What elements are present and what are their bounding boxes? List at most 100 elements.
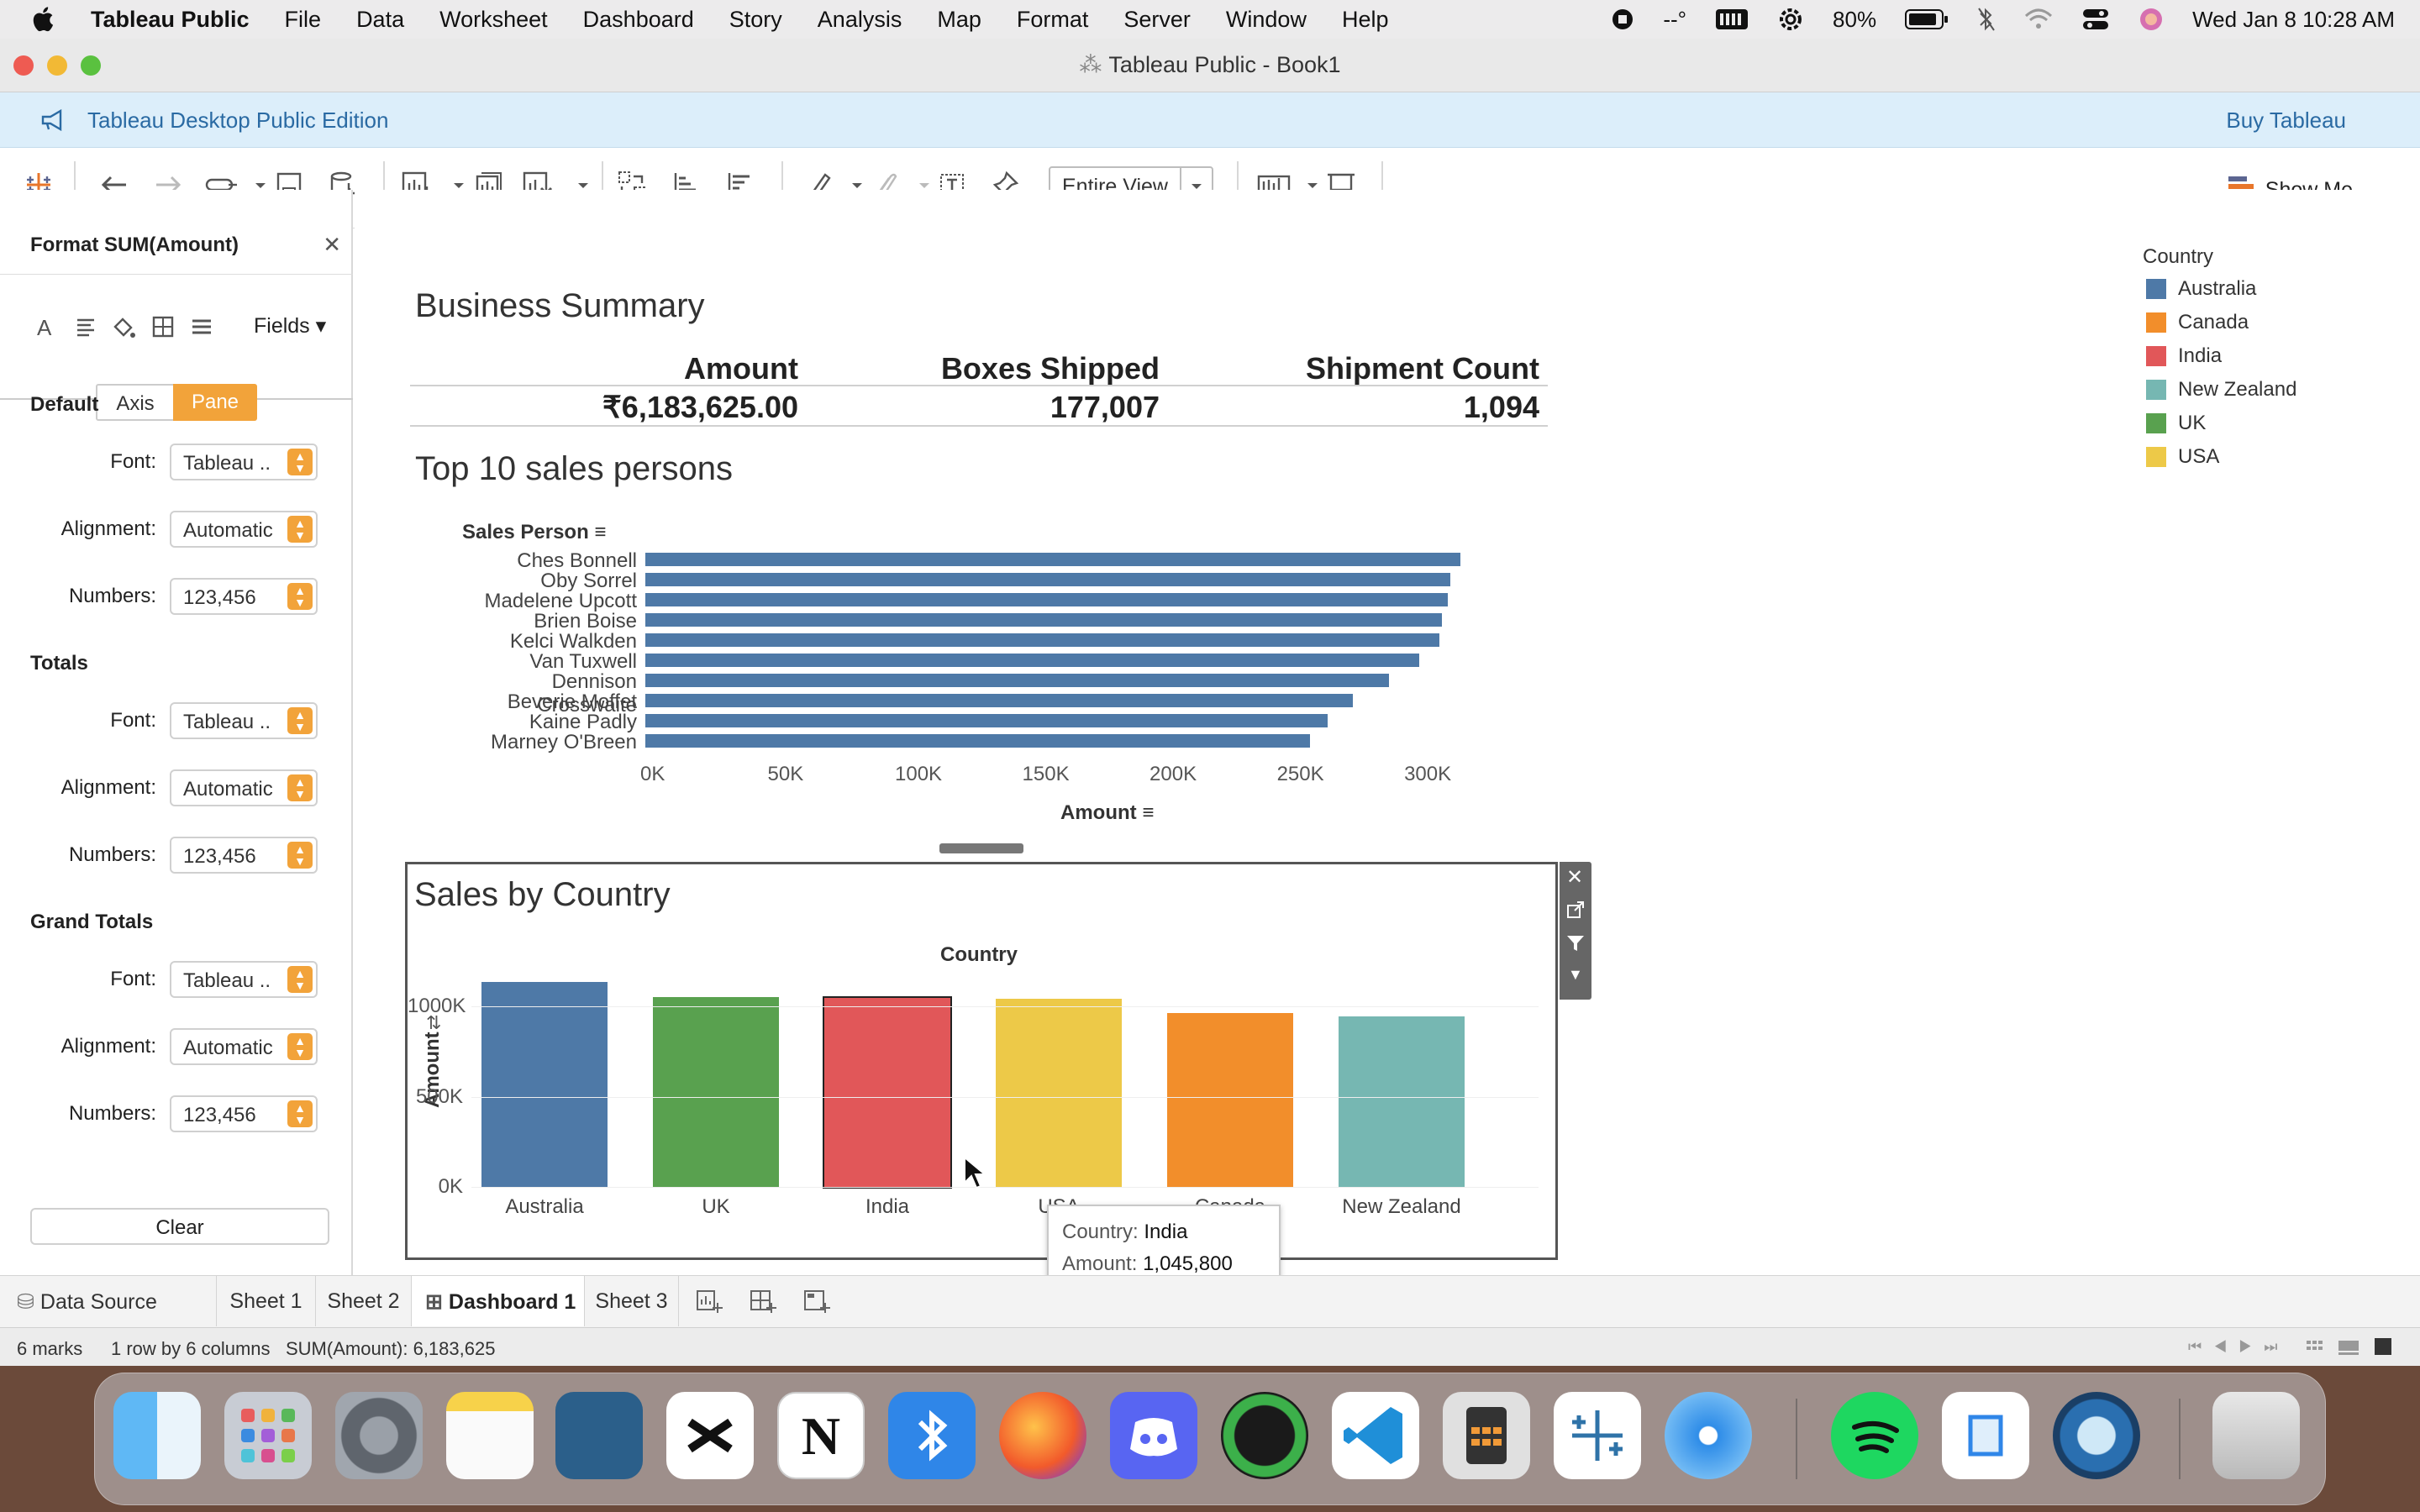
- sales-bar[interactable]: [645, 593, 1448, 606]
- buy-tableau-link[interactable]: Buy Tableau: [2226, 108, 2346, 133]
- vscode-icon[interactable]: [1332, 1392, 1419, 1479]
- default-numbers-select[interactable]: 123,456 ▲ ▼: [170, 578, 318, 615]
- bluetooth-app-icon[interactable]: [888, 1392, 976, 1479]
- filter-icon[interactable]: [1566, 934, 1585, 957]
- menu-file[interactable]: File: [284, 6, 322, 32]
- new-dashboard-tab-icon[interactable]: [750, 1288, 776, 1319]
- mysql-workbench-icon[interactable]: [555, 1392, 643, 1479]
- new-story-tab-icon[interactable]: [803, 1288, 830, 1319]
- keyboard-icon[interactable]: [1715, 8, 1749, 31]
- tabs-view-icon[interactable]: [2373, 1336, 2393, 1362]
- format-font-icon[interactable]: A: [37, 315, 52, 340]
- highlight-dropdown-icon[interactable]: [840, 168, 862, 208]
- bluetooth-off-icon[interactable]: [1977, 7, 1996, 32]
- sales-bar[interactable]: [645, 553, 1460, 566]
- tab-dashboard-1[interactable]: ⊞ Dashboard 1: [412, 1276, 585, 1326]
- tab-pane[interactable]: Pane: [173, 384, 257, 421]
- format-lines-icon[interactable]: [190, 315, 217, 342]
- menu-analysis[interactable]: Analysis: [817, 6, 902, 32]
- grand-totals-font-select[interactable]: Tableau .. ▲ ▼: [170, 961, 318, 998]
- tableau-logo-icon[interactable]: [22, 168, 62, 208]
- legend-item-australia[interactable]: Australia: [2146, 277, 2256, 301]
- calculator-icon[interactable]: [1443, 1392, 1530, 1479]
- tableau-public-icon[interactable]: [1554, 1392, 1641, 1479]
- clear-sheet-dropdown-icon[interactable]: [566, 168, 588, 208]
- sales-person-header[interactable]: Sales Person ≡: [462, 521, 606, 544]
- tab-sheet-3[interactable]: Sheet 3: [585, 1276, 679, 1326]
- sales-bar[interactable]: [645, 573, 1450, 586]
- legend-item-india[interactable]: India: [2146, 344, 2222, 368]
- new-worksheet-tab-icon[interactable]: [696, 1288, 723, 1319]
- siri-icon[interactable]: [2139, 7, 2164, 32]
- x-axis-title[interactable]: Amount ≡: [1060, 801, 1155, 824]
- menu-story[interactable]: Story: [729, 6, 782, 32]
- grand-totals-alignment-select[interactable]: Automatic ▲ ▼: [170, 1028, 318, 1065]
- loop-app-icon[interactable]: [1221, 1392, 1308, 1479]
- capcut-icon[interactable]: [666, 1392, 754, 1479]
- sales-bar[interactable]: [645, 654, 1420, 667]
- safari-icon[interactable]: [1665, 1392, 1752, 1479]
- close-icon[interactable]: ✕: [323, 232, 341, 257]
- drag-handle[interactable]: [939, 843, 1023, 853]
- totals-numbers-select[interactable]: 123,456 ▲ ▼: [170, 837, 318, 874]
- menu-app-name[interactable]: Tableau Public: [91, 6, 250, 32]
- zoom-window-button[interactable]: [81, 55, 101, 76]
- legend-item-uk[interactable]: UK: [2146, 412, 2206, 435]
- legend-item-usa[interactable]: USA: [2146, 445, 2219, 469]
- weather-temp[interactable]: --°: [1663, 6, 1687, 32]
- menu-map[interactable]: Map: [937, 6, 981, 32]
- fields-dropdown[interactable]: Fields ▾: [254, 313, 326, 339]
- sort-icon[interactable]: ≡: [594, 521, 607, 543]
- filmstrip-icon[interactable]: [2338, 1338, 2360, 1362]
- more-options-chevron-down-icon[interactable]: ▼: [1568, 966, 1583, 983]
- clear-button[interactable]: Clear: [30, 1208, 329, 1245]
- country-bar[interactable]: [653, 997, 779, 1187]
- sales-bar[interactable]: [645, 734, 1310, 748]
- country-bar[interactable]: [1339, 1016, 1465, 1187]
- menu-clock[interactable]: Wed Jan 8 10:28 AM: [2192, 6, 2395, 32]
- battery-icon[interactable]: [1905, 8, 1949, 30]
- tab-data-source[interactable]: ⛁ Data Source: [0, 1276, 217, 1326]
- show-cards-dropdown-icon[interactable]: [1296, 168, 1318, 208]
- tab-navigation-icons[interactable]: ⏮◀▶⏭: [2188, 1338, 2290, 1355]
- tab-axis[interactable]: Axis: [96, 384, 175, 421]
- quicktime-icon[interactable]: [2053, 1392, 2140, 1479]
- tab-sheet-2[interactable]: Sheet 2: [316, 1276, 412, 1326]
- menu-help[interactable]: Help: [1341, 6, 1389, 32]
- sales-bar[interactable]: [645, 613, 1443, 627]
- totals-font-select[interactable]: Tableau .. ▲ ▼: [170, 702, 318, 739]
- group-dropdown-icon[interactable]: [908, 168, 929, 208]
- menu-data[interactable]: Data: [356, 6, 405, 32]
- format-alignment-icon[interactable]: [74, 315, 101, 342]
- menu-worksheet[interactable]: Worksheet: [439, 6, 548, 32]
- remove-container-icon[interactable]: ✕: [1566, 866, 1584, 889]
- replay-dropdown-icon[interactable]: [244, 168, 266, 208]
- notes-icon[interactable]: [446, 1392, 534, 1479]
- wifi-icon[interactable]: [2024, 8, 2053, 31]
- sales-bar[interactable]: [645, 714, 1328, 727]
- country-bar[interactable]: [1167, 1012, 1293, 1187]
- new-worksheet-dropdown-icon[interactable]: [442, 168, 464, 208]
- totals-alignment-select[interactable]: Automatic ▲ ▼: [170, 769, 318, 806]
- system-settings-icon[interactable]: [335, 1392, 423, 1479]
- format-shading-icon[interactable]: [111, 315, 138, 342]
- country-bar[interactable]: [481, 981, 608, 1187]
- country-bar[interactable]: [996, 998, 1122, 1187]
- sales-bar[interactable]: [645, 633, 1440, 647]
- sheet-sorter-icon[interactable]: [2306, 1338, 2324, 1362]
- menu-server[interactable]: Server: [1123, 6, 1191, 32]
- legend-item-canada[interactable]: Canada: [2146, 311, 2249, 334]
- grand-totals-numbers-select[interactable]: 123,456 ▲ ▼: [170, 1095, 318, 1132]
- apple-icon[interactable]: [30, 5, 59, 34]
- battery-percent[interactable]: 80%: [1833, 6, 1877, 32]
- control-center-icon[interactable]: [2081, 7, 2110, 32]
- spotify-icon[interactable]: [1831, 1392, 1918, 1479]
- default-alignment-select[interactable]: Automatic ▲ ▼: [170, 511, 318, 548]
- discord-icon[interactable]: [1110, 1392, 1197, 1479]
- sales-bar[interactable]: [645, 694, 1354, 707]
- launchpad-icon[interactable]: [224, 1392, 312, 1479]
- sales-bar[interactable]: [645, 674, 1389, 687]
- sales-by-country-container[interactable]: Sales by Country Country Amount ⇅ Austra…: [405, 862, 1558, 1260]
- go-to-sheet-icon[interactable]: [1566, 900, 1585, 923]
- record-icon[interactable]: [1611, 8, 1634, 31]
